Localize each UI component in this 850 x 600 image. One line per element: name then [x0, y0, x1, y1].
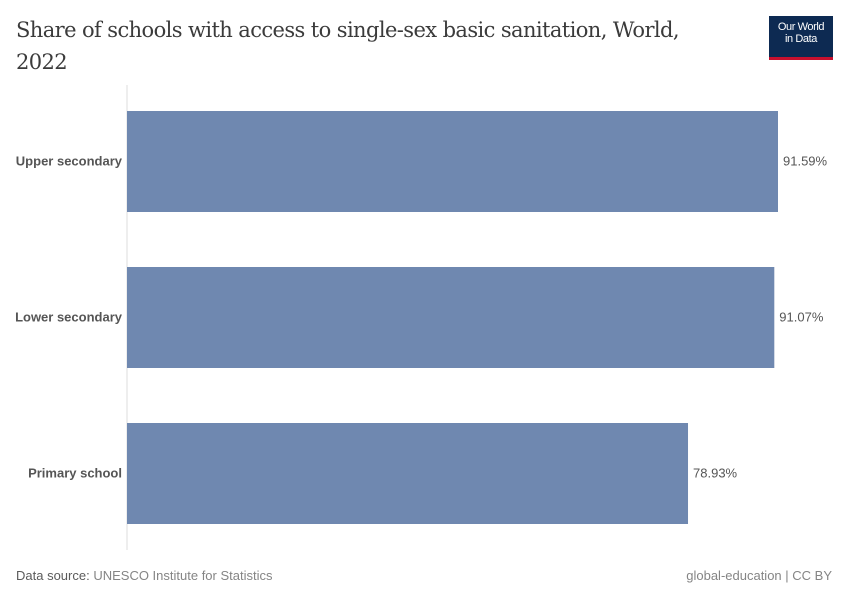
source-value[interactable]: UNESCO Institute for Statistics — [93, 568, 273, 583]
category-label: Primary school — [28, 466, 122, 481]
data-label: 91.07% — [779, 310, 824, 325]
bar-2[interactable] — [127, 423, 689, 524]
chart-title: Share of schools with access to single-s… — [16, 18, 680, 74]
source-label: Data source: — [16, 568, 90, 583]
logo-line-2: in Data — [784, 33, 818, 45]
logo-line-1: Our World — [777, 21, 825, 33]
bar-1[interactable] — [127, 267, 775, 368]
category-label: Lower secondary — [15, 310, 123, 325]
data-label: 91.59% — [783, 154, 828, 169]
owid-logo[interactable]: Our World in Data — [769, 16, 833, 60]
data-label: 78.93% — [693, 466, 738, 481]
category-label: Upper secondary — [16, 154, 123, 169]
data-source: Data source: UNESCO Institute for Statis… — [16, 568, 273, 583]
bar-0[interactable] — [127, 111, 778, 212]
license-note[interactable]: global-education | CC BY — [686, 568, 832, 583]
